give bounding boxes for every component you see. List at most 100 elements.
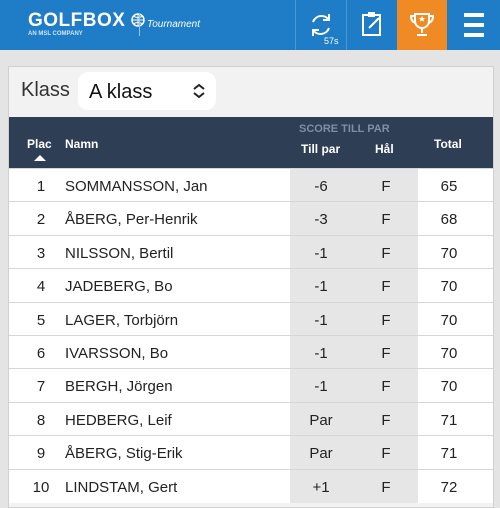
cell: 4 <box>36 278 46 296</box>
cell: -1 <box>314 244 328 262</box>
cell: +1 <box>312 478 330 496</box>
cell: F <box>381 411 391 429</box>
cell: BERGH, Jörgen <box>65 378 173 396</box>
cell: F <box>381 445 391 463</box>
score-column-bg <box>290 469 418 503</box>
cell: 6 <box>36 345 46 362</box>
cell: -1 <box>314 311 328 329</box>
table-row[interactable]: 5 LAGER, Torbjörn -1 F 70 <box>9 301 493 336</box>
cell: LINDSTAM, Gert <box>65 478 178 496</box>
table-row[interactable]: 2 ÅBERG, Per-Henrik -3 F 68 <box>9 201 493 236</box>
table-row[interactable]: 9 ÅBERG, Stig-Erik Par F 71 <box>9 435 493 470</box>
trophy-icon <box>409 13 435 36</box>
cell: -1 <box>314 378 328 396</box>
table-row[interactable]: 10 LINDSTAM, Gert +1 F 72 <box>9 468 493 503</box>
logo[interactable]: GOLFBOX <box>28 10 145 32</box>
cell: ÅBERG, Per-Henrik <box>65 211 198 229</box>
cell: LAGER, Torbjörn <box>65 311 179 329</box>
cell: 10 <box>32 478 50 496</box>
table-row[interactable]: 3 NILSSON, Bertil -1 F 70 <box>9 234 493 269</box>
separator <box>139 14 140 36</box>
cell: F <box>381 478 391 496</box>
score-column-bg <box>290 402 418 436</box>
cell: 71 <box>440 411 458 429</box>
cell: F <box>381 311 391 329</box>
cell: HEDBERG, Leif <box>65 411 172 429</box>
cell: 70 <box>440 378 458 396</box>
leaderboard-button[interactable] <box>397 0 447 50</box>
cell: ÅBERG, Stig-Erik <box>65 445 183 463</box>
logo-text: GOLFBOX <box>28 10 126 31</box>
cell: 68 <box>440 211 458 229</box>
table-row[interactable]: 6 IVARSSON, Bo -1 F 70 <box>9 335 493 369</box>
cell: IVARSSON, Bo <box>65 345 169 362</box>
score-column-bg <box>290 235 418 269</box>
column-header[interactable]: Total <box>434 137 462 151</box>
score-column-bg <box>290 202 418 236</box>
tagline: AN MSL COMPANY <box>28 31 83 37</box>
cell: 2 <box>36 211 46 229</box>
cell: F <box>381 211 391 229</box>
cell: SOMMANSSON, Jan <box>65 178 208 195</box>
cell: 65 <box>440 178 458 195</box>
cell: F <box>381 244 391 262</box>
cell: Par <box>309 445 333 463</box>
table-row[interactable]: 4 JADEBERG, Bo -1 F 70 <box>9 268 493 303</box>
cell: NILSSON, Bertil <box>65 244 174 262</box>
globe-icon <box>131 13 145 27</box>
cell: -1 <box>314 345 328 362</box>
table-row[interactable]: 1 SOMMANSSON, Jan -6 F 65 <box>9 168 493 202</box>
cell: 3 <box>36 244 46 262</box>
cell: 72 <box>440 478 458 496</box>
column-header[interactable]: Plac <box>27 137 52 161</box>
cell: F <box>381 345 391 362</box>
score-column-bg <box>290 336 418 369</box>
product-name: Tournament <box>147 19 200 30</box>
group-header: SCORE TILL PAR <box>299 123 390 135</box>
column-header[interactable]: Namn <box>65 137 99 151</box>
refresh-button[interactable] <box>295 0 346 50</box>
cell: -1 <box>314 278 328 296</box>
cell: F <box>381 378 391 396</box>
cell: F <box>381 278 391 296</box>
cell: 71 <box>440 445 458 463</box>
cell: 1 <box>36 178 46 195</box>
refresh-icon <box>312 14 330 36</box>
score-column-bg <box>290 169 418 202</box>
cell: Par <box>309 411 333 429</box>
cell: 70 <box>440 311 458 329</box>
score-column-bg <box>290 269 418 303</box>
cell: 70 <box>440 244 458 262</box>
table-header: SCORE TILL PAR Plac Namn Till par Hål Total <box>9 117 493 168</box>
cell: JADEBERG, Bo <box>65 278 173 296</box>
cell: -3 <box>314 211 328 229</box>
menu-icon <box>464 13 484 37</box>
cell: 9 <box>36 445 46 463</box>
table-row[interactable]: 8 HEDBERG, Leif Par F 71 <box>9 401 493 436</box>
filter-label: Klass <box>21 79 70 101</box>
menu-button[interactable] <box>448 0 498 50</box>
class-select[interactable]: A klass <box>78 72 216 110</box>
score-column-bg <box>290 436 418 470</box>
score-column-bg <box>290 369 418 403</box>
column-header[interactable]: Hål <box>375 142 394 156</box>
scorecard-button[interactable] <box>346 0 397 50</box>
column-header[interactable]: Till par <box>301 142 341 156</box>
leaderboard-card: Klass A klass SCORE TILL PAR Plac Namn Til… <box>8 66 494 508</box>
top-bar: GOLFBOX AN MSL COMPANY Tournament 57s <box>0 0 500 50</box>
table-row[interactable]: 7 BERGH, Jörgen -1 F 70 <box>9 368 493 403</box>
clipboard-icon <box>362 12 381 36</box>
select-arrows <box>193 83 205 99</box>
cell: -6 <box>314 178 328 195</box>
sort-arrow <box>34 155 46 161</box>
refresh-timer: 57s <box>324 36 339 46</box>
cell: 70 <box>440 278 458 296</box>
cell: 70 <box>440 345 458 362</box>
score-column-bg <box>290 302 418 336</box>
cell: 7 <box>36 378 46 396</box>
cell: F <box>381 178 391 195</box>
select-value: A klass <box>89 81 153 103</box>
cell: 5 <box>36 311 46 329</box>
cell: 8 <box>36 411 46 429</box>
